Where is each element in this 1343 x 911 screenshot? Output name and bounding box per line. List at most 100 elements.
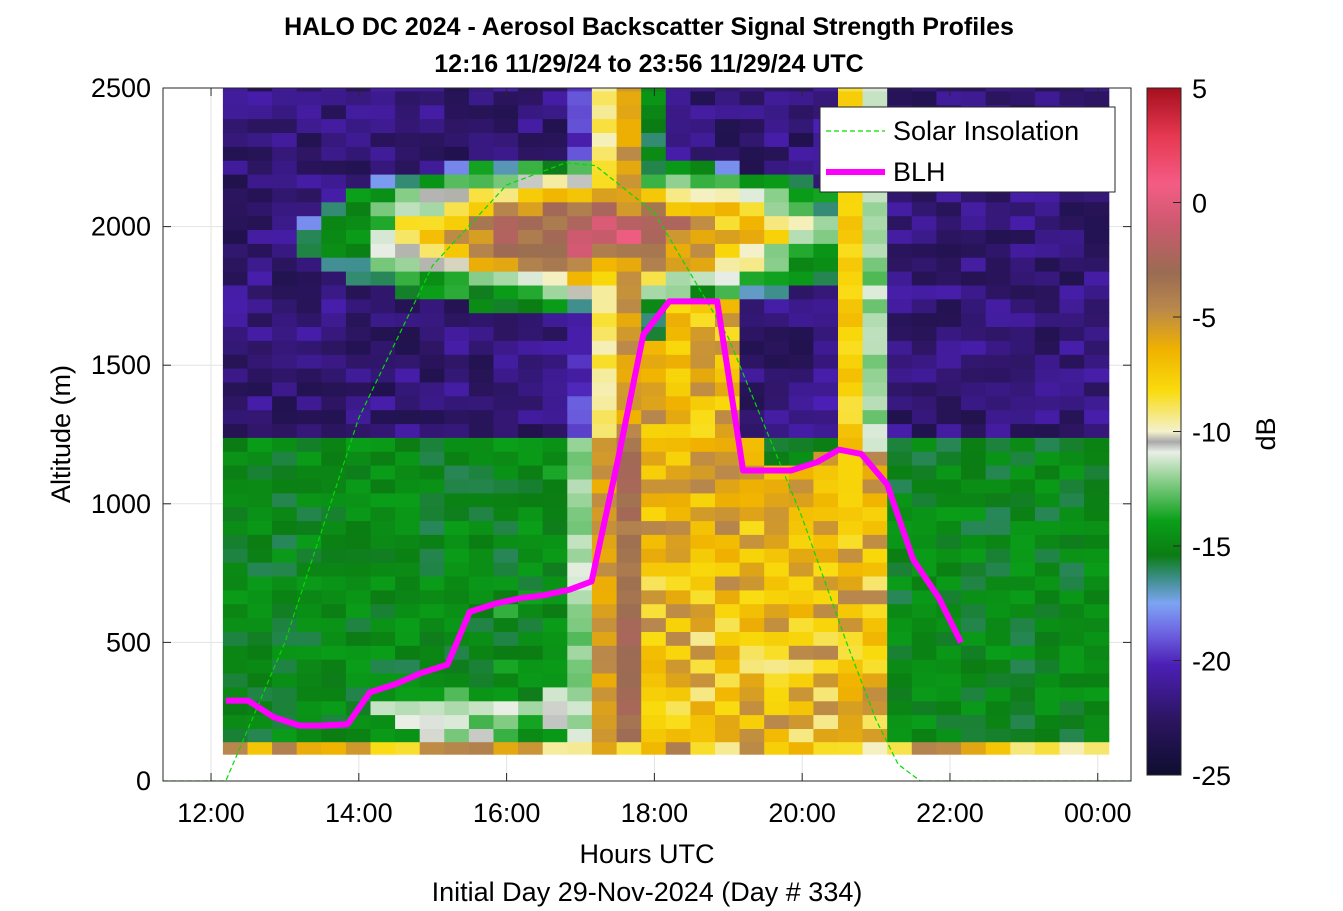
heatmap-cell bbox=[961, 229, 987, 244]
heatmap-cell bbox=[665, 631, 691, 646]
heatmap-cell bbox=[911, 728, 937, 743]
heatmap-cell bbox=[887, 229, 913, 244]
heatmap-cell bbox=[715, 173, 741, 189]
heatmap-cell bbox=[345, 575, 372, 591]
heatmap-cell bbox=[641, 160, 667, 175]
heatmap-cell bbox=[542, 395, 568, 411]
heatmap-cell bbox=[616, 534, 642, 549]
heatmap-cell bbox=[616, 548, 642, 563]
heatmap-cell bbox=[493, 617, 519, 632]
heatmap-cell bbox=[1034, 409, 1061, 425]
heatmap-cell bbox=[247, 520, 273, 535]
heatmap-cell bbox=[419, 409, 445, 425]
heatmap-cell bbox=[222, 160, 249, 175]
heatmap-cell bbox=[1010, 88, 1036, 92]
heatmap-cell bbox=[493, 603, 519, 619]
heatmap-cell bbox=[468, 437, 495, 452]
heatmap-cell bbox=[764, 603, 790, 619]
heatmap-cell bbox=[493, 451, 519, 466]
heatmap-cell bbox=[887, 465, 913, 480]
heatmap-cell bbox=[641, 478, 667, 494]
heatmap-cell bbox=[616, 88, 642, 92]
heatmap-cell bbox=[1084, 88, 1110, 92]
heatmap-cell bbox=[493, 548, 519, 563]
heatmap-cell bbox=[788, 104, 814, 120]
heatmap-cell bbox=[764, 534, 790, 549]
heatmap-cell bbox=[936, 395, 962, 411]
heatmap-cell bbox=[468, 243, 495, 258]
heatmap-cell bbox=[542, 312, 568, 327]
heatmap-cell bbox=[911, 451, 937, 466]
heatmap-cell bbox=[961, 714, 987, 729]
heatmap-cell bbox=[862, 395, 888, 411]
heatmap-cell bbox=[591, 437, 618, 452]
heatmap-cell bbox=[788, 478, 814, 494]
heatmap-cell bbox=[468, 548, 495, 563]
heatmap-surface-cell bbox=[591, 742, 618, 755]
heatmap-cell bbox=[641, 492, 667, 508]
heatmap-cell bbox=[493, 90, 519, 106]
heatmap-cell bbox=[222, 381, 249, 397]
heatmap-cell bbox=[616, 229, 642, 244]
heatmap-cell bbox=[321, 340, 347, 355]
heatmap-cell bbox=[985, 451, 1011, 466]
heatmap-cell bbox=[296, 548, 322, 563]
heatmap-cell bbox=[444, 423, 470, 438]
heatmap-cell bbox=[493, 714, 519, 729]
heatmap-cell bbox=[567, 104, 593, 120]
heatmap-cell bbox=[321, 575, 347, 591]
heatmap-cell bbox=[838, 714, 864, 729]
heatmap-cell bbox=[444, 409, 470, 425]
heatmap-cell bbox=[542, 381, 568, 397]
heatmap-cell bbox=[1010, 437, 1036, 452]
x-axis-ticks: 12:00 14:00 16:00 18:00 20:00 22:00 00:00 bbox=[177, 88, 1132, 828]
heatmap-cell bbox=[887, 589, 913, 605]
heatmap-cell bbox=[567, 326, 593, 341]
heatmap-cell bbox=[272, 104, 298, 120]
heatmap-cell bbox=[493, 104, 519, 120]
heatmap-cell bbox=[222, 146, 249, 161]
heatmap-cell bbox=[961, 451, 987, 466]
heatmap-cell bbox=[222, 631, 249, 646]
heatmap-cell bbox=[468, 381, 495, 397]
heatmap-cell bbox=[419, 326, 445, 341]
heatmap-cell bbox=[222, 187, 249, 203]
heatmap-cell bbox=[345, 146, 372, 161]
heatmap-cell bbox=[296, 423, 322, 438]
heatmap-cell bbox=[961, 686, 987, 702]
heatmap-cell bbox=[1010, 368, 1036, 383]
heatmap-cell bbox=[764, 631, 790, 646]
heatmap-cell bbox=[788, 423, 814, 438]
heatmap-cell bbox=[911, 465, 937, 480]
heatmap-cell bbox=[493, 409, 519, 425]
heatmap-cell bbox=[321, 132, 347, 147]
heatmap-surface-cell bbox=[247, 742, 273, 755]
heatmap-cell bbox=[887, 617, 913, 632]
heatmap-cell bbox=[395, 728, 421, 743]
heatmap-cell bbox=[222, 589, 249, 605]
heatmap-cell bbox=[764, 548, 790, 563]
heatmap-cell bbox=[345, 354, 372, 369]
heatmap-cell bbox=[272, 173, 298, 189]
heatmap-cell bbox=[591, 714, 618, 729]
heatmap-cell bbox=[813, 686, 839, 702]
heatmap-cell bbox=[887, 312, 913, 327]
heatmap-cell bbox=[518, 465, 544, 480]
heatmap-cell bbox=[222, 409, 249, 425]
heatmap-cell bbox=[961, 423, 987, 438]
heatmap-cell bbox=[911, 631, 937, 646]
heatmap-cell bbox=[985, 437, 1011, 452]
heatmap-cell bbox=[419, 229, 445, 244]
heatmap-cell bbox=[272, 409, 298, 425]
heatmap-cell bbox=[542, 284, 568, 300]
heatmap-cell bbox=[715, 118, 741, 133]
heatmap-cell bbox=[222, 548, 249, 563]
heatmap-cell bbox=[542, 104, 568, 120]
heatmap-cell bbox=[518, 88, 544, 92]
heatmap-cell bbox=[665, 645, 691, 660]
heatmap-cell bbox=[1010, 284, 1036, 300]
heatmap-cell bbox=[542, 700, 568, 716]
heatmap-cell bbox=[247, 340, 273, 355]
heatmap-cell bbox=[222, 243, 249, 258]
heatmap-cell bbox=[936, 340, 962, 355]
